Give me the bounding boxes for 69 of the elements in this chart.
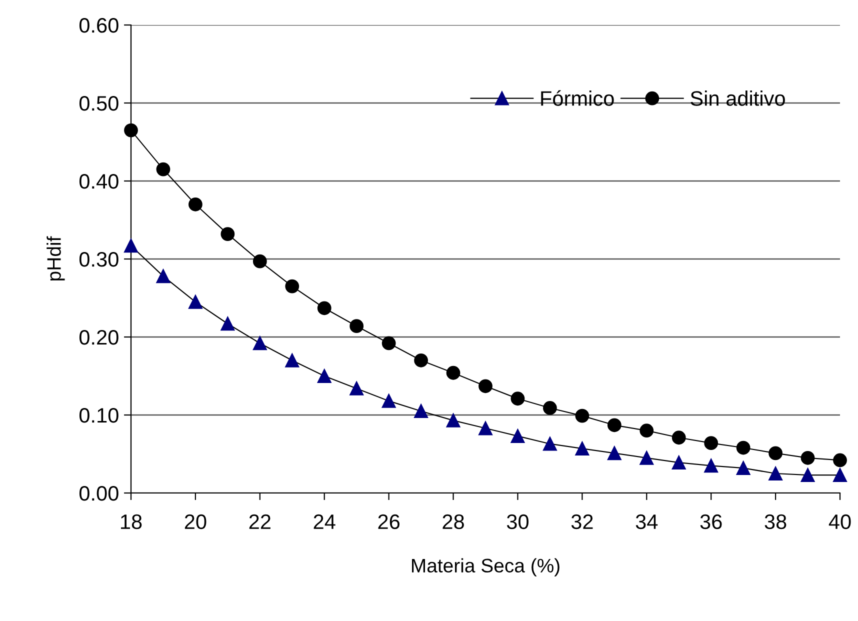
point <box>124 238 138 253</box>
point <box>543 436 557 451</box>
point <box>510 429 525 444</box>
point <box>478 379 492 394</box>
point <box>510 392 525 406</box>
point <box>607 418 622 432</box>
point <box>188 294 202 309</box>
point <box>350 319 364 334</box>
point <box>833 453 847 468</box>
x-tick-label: 18 <box>121 514 142 530</box>
y-tick-label: 0.40 <box>79 174 118 189</box>
point <box>220 316 235 331</box>
y-tick-label: 0.00 <box>79 486 118 501</box>
point <box>607 446 622 460</box>
y-axis-title: pHdif <box>46 236 65 280</box>
point <box>640 424 654 438</box>
point <box>704 458 718 473</box>
point <box>156 269 170 284</box>
point <box>640 450 654 465</box>
point <box>800 450 815 465</box>
point <box>446 366 460 380</box>
point <box>446 414 460 428</box>
point <box>382 394 396 408</box>
x-axis-title: Materia Seca (%) <box>412 558 560 576</box>
x-tick-label: 24 <box>314 514 336 529</box>
x-tick-label: 22 <box>249 514 270 529</box>
x-tick-label: 30 <box>506 514 528 530</box>
point <box>285 353 300 368</box>
point <box>575 408 590 423</box>
legend-label: Fórmico <box>541 90 614 106</box>
point <box>833 468 847 482</box>
point <box>672 456 686 470</box>
point <box>414 404 428 418</box>
point <box>672 430 686 445</box>
point <box>575 442 590 456</box>
y-tick-label: 0.10 <box>79 408 118 423</box>
point <box>252 336 267 350</box>
y-tick-label: 0.30 <box>79 252 118 267</box>
point <box>124 123 138 138</box>
point <box>317 369 332 383</box>
point <box>382 336 396 350</box>
point <box>220 227 235 241</box>
point <box>543 401 557 415</box>
x-tick-label: 40 <box>828 514 851 530</box>
point <box>156 162 170 176</box>
x-tick-label: 36 <box>700 514 722 530</box>
x-tick-label: 26 <box>378 514 400 530</box>
y-tick-label: 0.60 <box>79 18 118 33</box>
point <box>736 440 750 455</box>
point <box>768 466 782 480</box>
point <box>252 254 267 268</box>
point <box>768 446 782 460</box>
point <box>188 197 202 212</box>
x-tick-label: 20 <box>184 514 206 530</box>
point <box>285 279 300 294</box>
x-tick-label: 28 <box>442 514 464 530</box>
y-tick-label: 0.20 <box>79 330 118 345</box>
point <box>736 461 750 475</box>
y-tick-label: 0.50 <box>79 96 118 111</box>
x-tick-label: 34 <box>636 514 658 530</box>
point <box>414 353 428 368</box>
point <box>704 436 718 450</box>
x-tick-label: 32 <box>571 514 593 530</box>
point <box>478 421 492 436</box>
x-tick-label: 38 <box>764 514 786 530</box>
legend-label: Sin aditivo <box>690 90 785 106</box>
point <box>800 468 815 482</box>
point <box>317 301 332 316</box>
point <box>350 382 364 396</box>
